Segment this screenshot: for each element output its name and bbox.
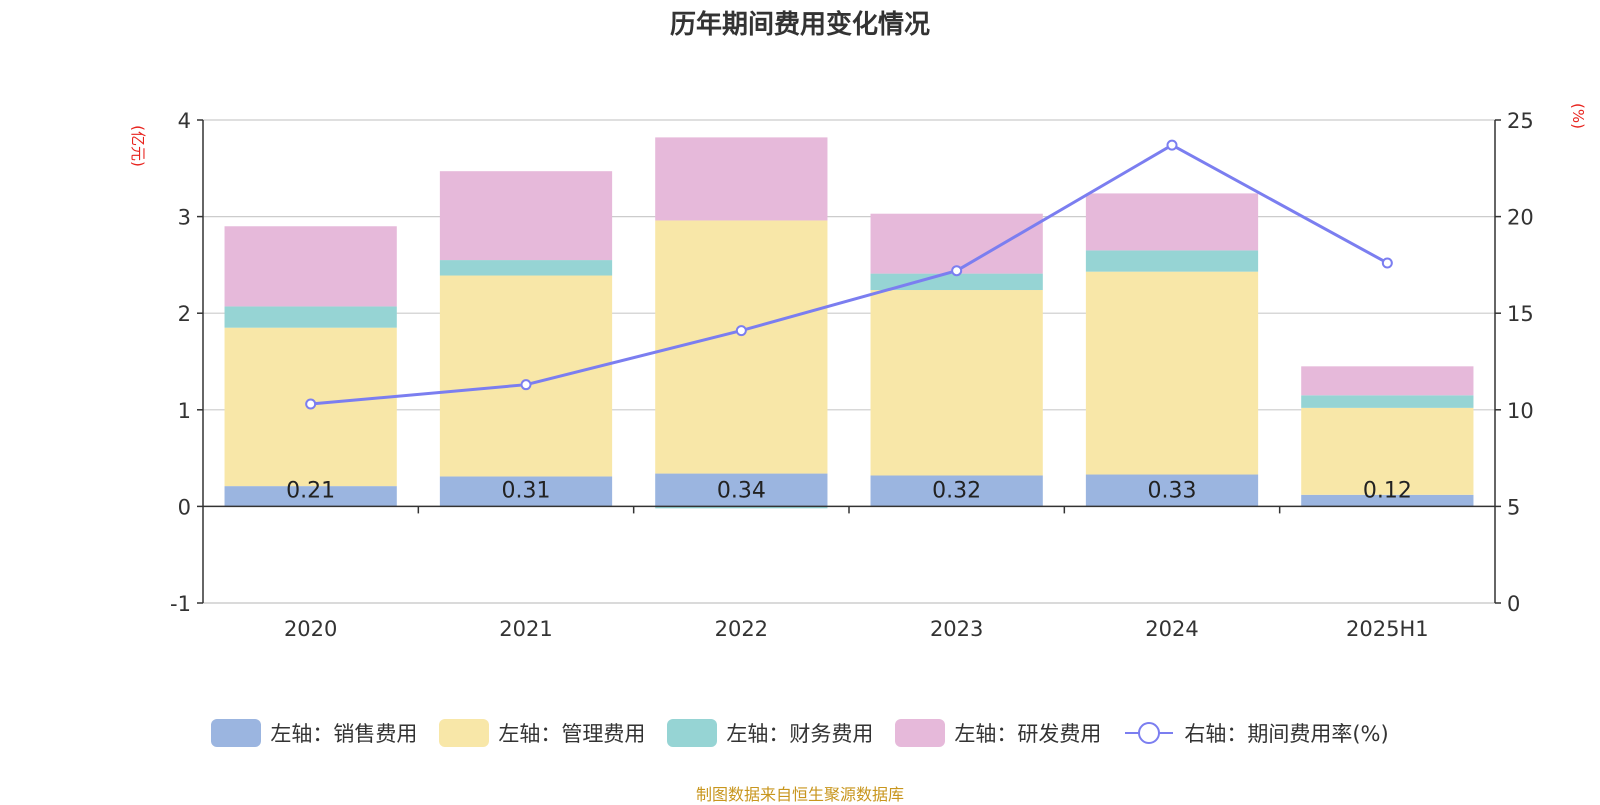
bar-segment <box>439 275 613 477</box>
legend-item[interactable]: 左轴：销售费用 <box>211 718 417 748</box>
bar-segment <box>1085 474 1259 507</box>
right-tick-label: 0 <box>1507 592 1520 616</box>
legend: 左轴：销售费用 左轴：管理费用 左轴：财务费用 左轴：研发费用 右轴：期间费用率(%) <box>0 718 1600 748</box>
bar-segment <box>655 220 828 474</box>
right-tick-label: 5 <box>1507 495 1520 519</box>
bar-segment <box>870 273 1043 291</box>
bar-segment <box>224 306 397 328</box>
rate-point <box>735 325 747 337</box>
bar-segment <box>1301 395 1474 408</box>
category-label: 2020 <box>284 617 337 641</box>
bar-segment <box>870 290 1043 476</box>
legend-label: 左轴：管理费用 <box>498 722 646 746</box>
line-series <box>305 139 1393 410</box>
bar-segment <box>1301 494 1474 507</box>
rate-point <box>305 398 317 410</box>
bar-data-label: 0.33 <box>1148 478 1197 503</box>
bar-segment <box>439 260 613 276</box>
legend-item[interactable]: 左轴：财务费用 <box>667 718 873 748</box>
legend-item[interactable]: 左轴：研发费用 <box>895 718 1101 748</box>
axes <box>197 119 1501 604</box>
category-label: 2023 <box>930 617 983 641</box>
right-tick-label: 25 <box>1507 109 1534 133</box>
legend-label: 左轴：销售费用 <box>270 722 418 746</box>
bar-segment <box>655 506 828 509</box>
bar-segment <box>1085 250 1259 272</box>
category-label: 2024 <box>1145 617 1198 641</box>
left-tick-label: 4 <box>178 109 191 133</box>
bar-segment <box>1085 271 1259 475</box>
legend-swatch-icon <box>895 719 946 747</box>
source-footer: 制图数据来自恒生聚源数据库 <box>695 785 904 804</box>
bar-data-label: 0.32 <box>932 478 981 503</box>
bar-data-label: 0.12 <box>1363 478 1412 503</box>
right-axis-unit: (%) <box>1569 103 1587 129</box>
bar-segment <box>224 486 397 507</box>
chart-title: 历年期间费用变化情况 <box>669 10 930 40</box>
left-tick-label: -1 <box>170 592 191 616</box>
bar-segment <box>870 475 1043 507</box>
left-tick-label: 0 <box>178 495 191 519</box>
legend-label: 左轴：财务费用 <box>726 722 874 746</box>
bar-segment <box>439 476 613 507</box>
category-label: 2021 <box>499 617 552 641</box>
axis-labels: -1 0 1 2 3 4 0 5 10 15 20 25 2020 2021 2022 2023 2024 202… <box>129 103 1587 641</box>
bar-data-label: 0.34 <box>717 478 766 503</box>
legend-swatch-icon <box>439 719 490 747</box>
bar-segment <box>655 137 828 221</box>
legend-label: 右轴：期间费用率(%) <box>1184 722 1389 746</box>
right-tick-label: 15 <box>1507 302 1534 326</box>
data-labels: 0.21 0.31 0.34 0.32 0.33 0.12 <box>286 478 1412 503</box>
rate-point <box>1166 139 1178 151</box>
left-tick-label: 3 <box>178 206 191 230</box>
right-tick-label: 20 <box>1507 206 1534 230</box>
left-tick-label: 2 <box>178 302 191 326</box>
bar-series <box>224 137 1474 509</box>
bar-segment <box>870 213 1043 274</box>
bar-segment <box>224 226 397 307</box>
right-tick-label: 10 <box>1507 399 1534 423</box>
legend-item[interactable]: 右轴：期间费用率(%) <box>1123 718 1389 748</box>
rate-point <box>951 265 963 277</box>
bar-data-label: 0.31 <box>502 478 551 503</box>
bar-data-label: 0.21 <box>286 478 335 503</box>
bar-segment <box>1301 407 1474 495</box>
bar-segment <box>1301 366 1474 396</box>
legend-label: 左轴：研发费用 <box>954 722 1102 746</box>
grid-lines <box>203 119 1495 604</box>
legend-line-marker-icon <box>1125 722 1174 744</box>
rate-line <box>310 143 1389 406</box>
legend-swatch-icon <box>667 719 718 747</box>
bar-segment <box>439 171 613 261</box>
bar-segment <box>655 473 828 507</box>
left-tick-label: 1 <box>178 399 191 423</box>
left-axis-unit: (亿元) <box>129 125 147 167</box>
legend-item[interactable]: 左轴：管理费用 <box>439 718 645 748</box>
legend-swatch-icon <box>211 719 262 747</box>
bar-segment <box>1085 193 1259 251</box>
rate-point <box>1381 257 1393 269</box>
category-label: 2025H1 <box>1346 617 1429 641</box>
category-label: 2022 <box>715 617 768 641</box>
rate-point <box>520 379 532 391</box>
